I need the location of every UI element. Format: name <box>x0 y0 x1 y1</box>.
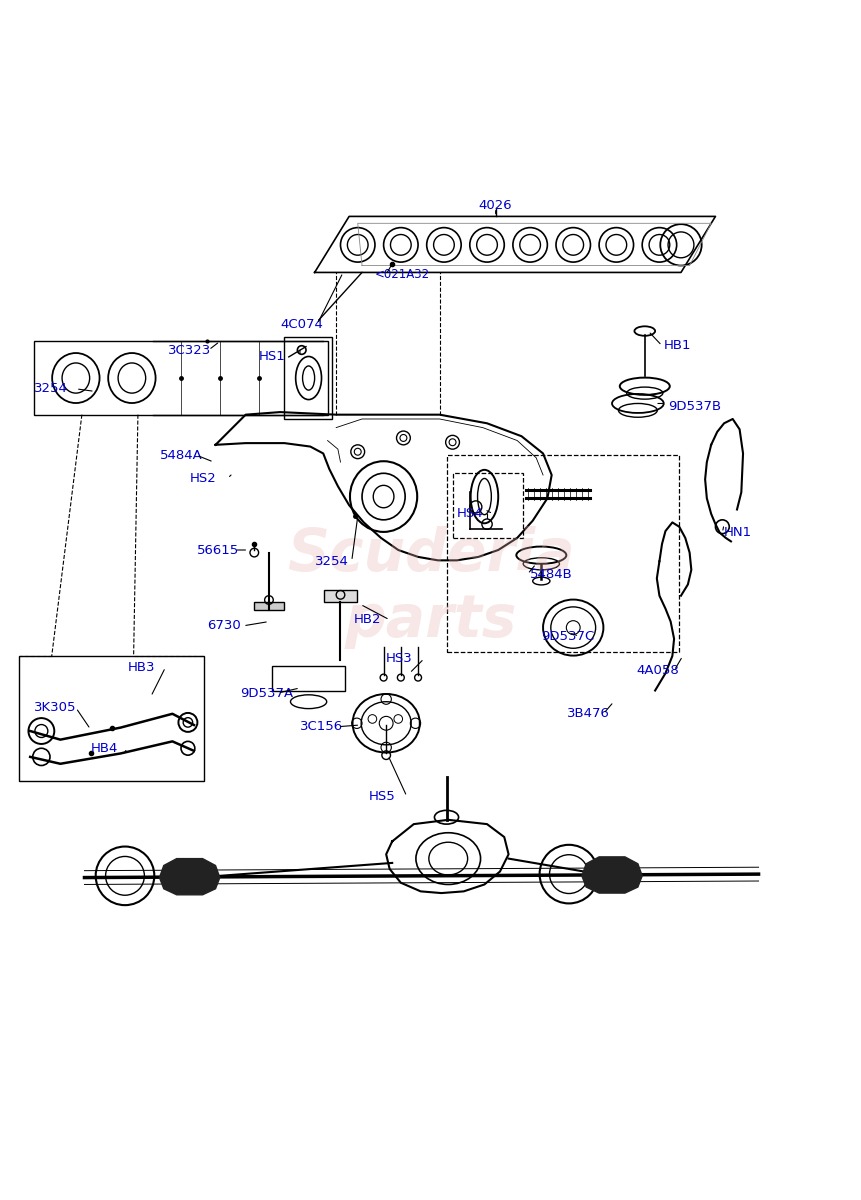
Text: HS5: HS5 <box>369 790 395 803</box>
Bar <box>446 455 678 652</box>
Text: 3254: 3254 <box>34 383 68 395</box>
Text: <021A32: <021A32 <box>375 268 430 281</box>
Bar <box>284 337 331 419</box>
Text: HS3: HS3 <box>386 652 412 665</box>
Text: HB2: HB2 <box>353 613 381 626</box>
Text: 3B476: 3B476 <box>567 707 610 720</box>
Text: 5484A: 5484A <box>159 449 202 462</box>
Text: Scuderia
parts: Scuderia parts <box>287 526 574 648</box>
Polygon shape <box>581 857 641 893</box>
Text: HS1: HS1 <box>258 349 285 362</box>
Text: HS2: HS2 <box>189 472 216 485</box>
Text: HB4: HB4 <box>90 742 118 755</box>
Text: 3K305: 3K305 <box>34 701 77 714</box>
Text: HS4: HS4 <box>456 508 483 521</box>
Text: 3C323: 3C323 <box>168 343 211 356</box>
Text: 9D537B: 9D537B <box>667 400 721 413</box>
Text: 9D537A: 9D537A <box>239 686 293 700</box>
Polygon shape <box>159 858 220 895</box>
Bar <box>452 473 523 538</box>
Bar <box>324 589 356 601</box>
Text: 9D537C: 9D537C <box>541 630 594 643</box>
Text: 6730: 6730 <box>207 619 240 632</box>
Text: 3254: 3254 <box>314 554 348 568</box>
Text: HN1: HN1 <box>723 527 752 539</box>
Text: HB1: HB1 <box>663 340 691 353</box>
Bar <box>19 656 204 781</box>
Bar <box>254 601 283 611</box>
Text: 3C156: 3C156 <box>300 720 343 733</box>
Bar <box>34 341 327 415</box>
Text: 5484B: 5484B <box>530 568 573 581</box>
Text: 4026: 4026 <box>478 199 512 211</box>
Bar <box>271 666 344 690</box>
Text: 4C074: 4C074 <box>280 318 323 331</box>
Text: 56615: 56615 <box>196 544 238 557</box>
Text: 4A058: 4A058 <box>635 664 678 677</box>
Text: HB3: HB3 <box>127 661 155 673</box>
